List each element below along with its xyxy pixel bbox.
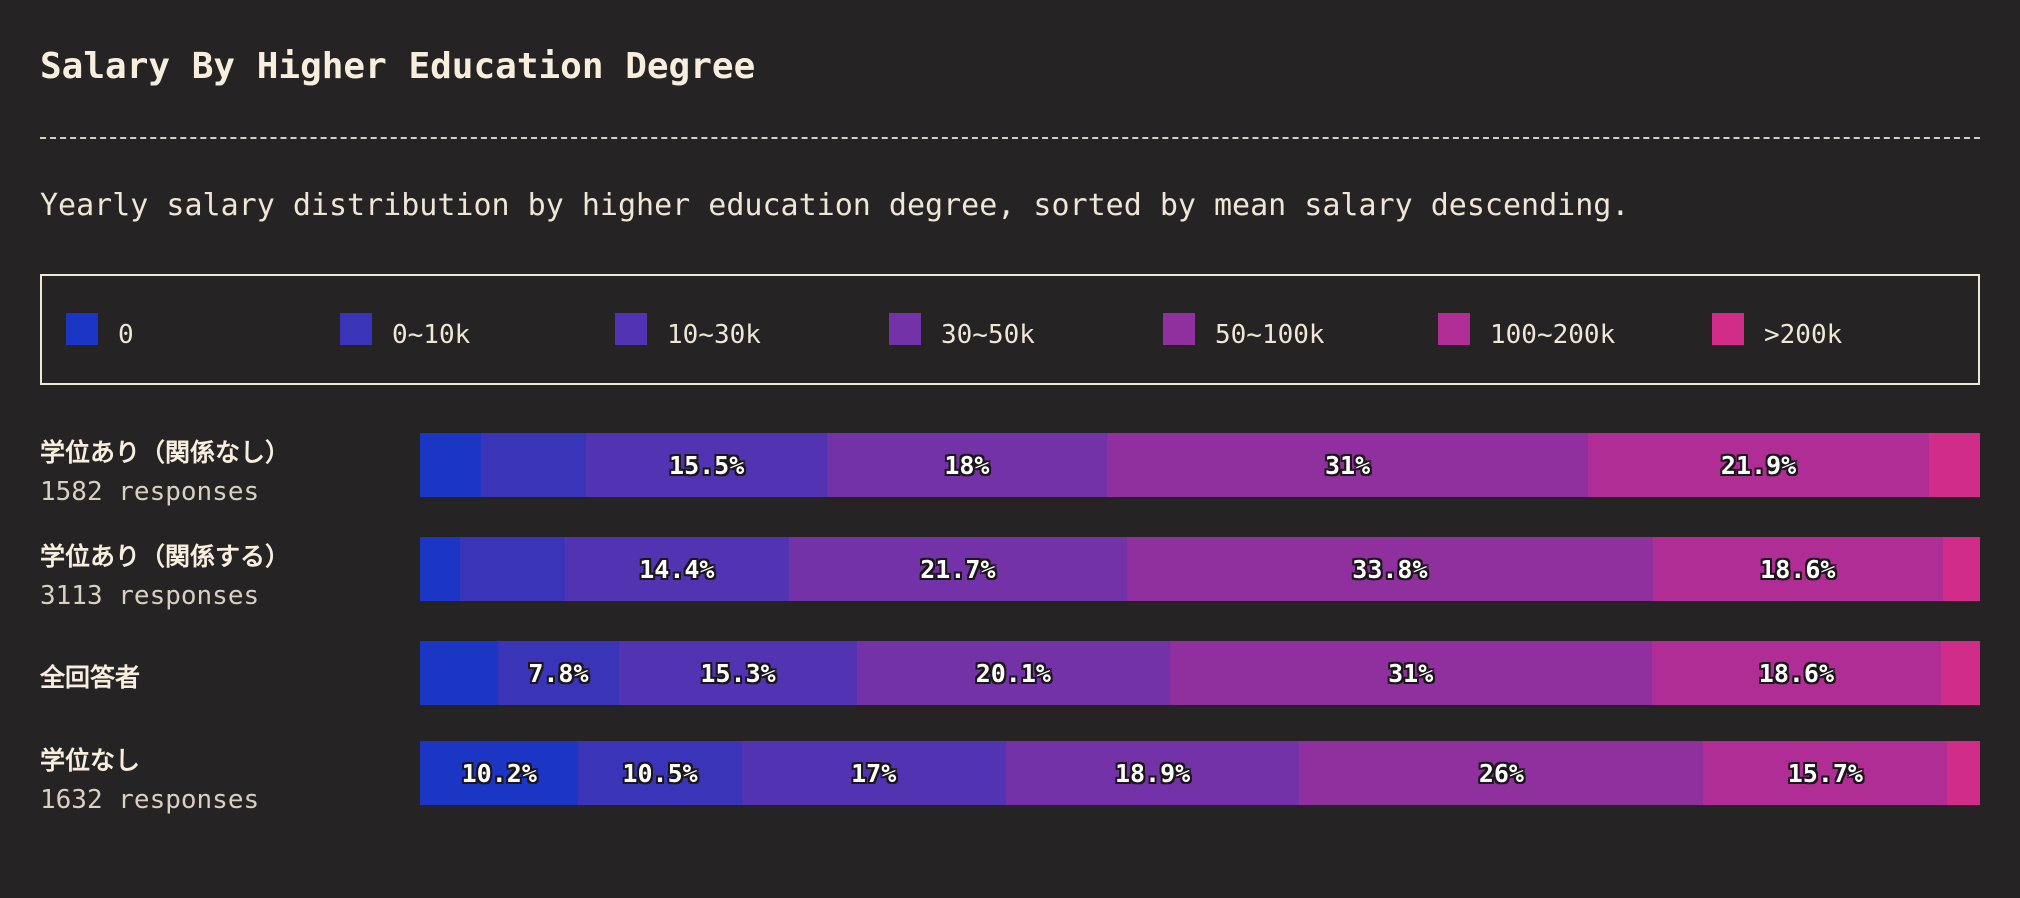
legend-label: 10~30k <box>667 320 761 350</box>
bar-segment: 20.1% <box>857 641 1170 705</box>
bar-segment-label: 18.6% <box>1760 554 1836 584</box>
bar-segment <box>420 641 498 705</box>
legend-label: 0 <box>118 320 134 350</box>
legend-item: 30~50k <box>889 312 1035 350</box>
legend-swatch <box>615 313 647 345</box>
chart-title: Salary By Higher Education Degree <box>40 46 756 87</box>
stacked-bar: 14.4% 21.7% 33.8% 18.6% <box>420 537 1980 601</box>
legend-swatch <box>889 313 921 345</box>
bar-segment-label: 18% <box>944 450 990 480</box>
chart-subtitle: Yearly salary distribution by higher edu… <box>40 188 1630 223</box>
stacked-bar: 7.8% 15.3% 20.1% 31% 18.6% <box>420 641 1980 705</box>
legend-swatch <box>66 313 98 345</box>
legend-item: 100~200k <box>1438 312 1615 350</box>
row-name: 学位あり（関係する） <box>40 542 291 571</box>
bar-segment: 21.9% <box>1588 433 1929 497</box>
bar-segment-label: 17% <box>851 758 897 788</box>
bar-segment-label: 26% <box>1478 758 1524 788</box>
bar-segment-label: 21.7% <box>920 554 996 584</box>
bar-segment: 14.4% <box>564 537 789 601</box>
bar-segment-label: 20.1% <box>975 658 1051 688</box>
legend-item: >200k <box>1712 312 1842 350</box>
bar-segment <box>1928 433 1980 497</box>
bar-segment <box>1942 537 1980 601</box>
legend-label: 0~10k <box>392 320 471 350</box>
legend-swatch <box>1712 313 1744 345</box>
bar-segment <box>1947 741 1980 805</box>
bar-segment: 7.8% <box>497 641 620 705</box>
bar-segment: 10.5% <box>578 741 742 805</box>
legend-item: 10~30k <box>615 312 761 350</box>
dashed-divider <box>40 137 1980 139</box>
bar-segment: 31% <box>1106 433 1589 497</box>
bar-segment-label: 18.6% <box>1758 658 1835 688</box>
legend-item: 50~100k <box>1163 312 1325 350</box>
row-response-count: 1582 responses <box>40 477 260 507</box>
stacked-bar: 15.5% 18% 31% 21.9% <box>420 433 1980 497</box>
row-label: 学位なし 1632 responses <box>40 741 259 815</box>
bar-segment-label: 33.8% <box>1352 554 1428 584</box>
legend-item: 0~10k <box>340 312 470 350</box>
stacked-bar: 10.2% 10.5% 17% 18.9% 26% 15.7% <box>420 741 1980 805</box>
bar-segment: 31% <box>1169 641 1652 705</box>
legend-item: 0 <box>66 312 134 350</box>
bar-segment <box>460 537 565 601</box>
legend-label: >200k <box>1764 320 1843 350</box>
row-name: 学位あり（関係なし） <box>40 438 291 467</box>
bar-segment-label: 7.8% <box>528 658 589 688</box>
legend-label: 30~50k <box>941 320 1035 350</box>
row-label: 学位あり（関係なし） 1582 responses <box>40 433 290 507</box>
row-label: 全回答者 <box>40 658 140 694</box>
chart-legend: 0 0~10k 10~30k 30~50k 50~100k 100~200k >200k <box>40 274 1980 385</box>
bar-segment: 10.2% <box>420 741 579 805</box>
bar-segment-label: 21.9% <box>1720 450 1797 480</box>
bar-segment-label: 10.5% <box>622 758 698 788</box>
bar-segment: 15.5% <box>586 433 828 497</box>
bar-segment: 18.6% <box>1653 537 1943 601</box>
bar-segment: 18.6% <box>1651 641 1942 705</box>
bar-segment <box>420 537 461 601</box>
bar-segment-label: 31% <box>1325 450 1371 480</box>
bar-segment: 26% <box>1299 741 1704 805</box>
bar-segment: 15.3% <box>619 641 858 705</box>
bar-segment: 33.8% <box>1126 537 1654 601</box>
bar-segment: 15.7% <box>1703 741 1948 805</box>
legend-label: 50~100k <box>1215 320 1325 350</box>
bar-segment <box>1941 641 1980 705</box>
row-name: 全回答者 <box>40 663 141 692</box>
row-response-count: 3113 responses <box>40 581 260 611</box>
bar-segment-label: 15.3% <box>700 658 776 688</box>
row-name: 学位なし <box>40 746 141 775</box>
bar-segment: 17% <box>741 741 1006 805</box>
row-label: 学位あり（関係する） 3113 responses <box>40 537 290 611</box>
row-response-count: 1632 responses <box>40 785 260 815</box>
legend-swatch <box>1438 313 1470 345</box>
bar-segment <box>480 433 587 497</box>
legend-swatch <box>1163 313 1195 345</box>
bar-segment-label: 18.9% <box>1114 758 1191 788</box>
legend-swatch <box>340 313 372 345</box>
bar-segment: 18% <box>827 433 1107 497</box>
bar-segment-label: 14.4% <box>639 554 715 584</box>
bar-segment <box>420 433 481 497</box>
bar-segment: 18.9% <box>1005 741 1300 805</box>
legend-label: 100~200k <box>1490 320 1616 350</box>
bar-segment-label: 15.7% <box>1787 758 1863 788</box>
bar-segment: 21.7% <box>788 537 1127 601</box>
bar-segment-label: 10.2% <box>461 758 537 788</box>
bar-segment-label: 31% <box>1388 658 1434 688</box>
bar-segment-label: 15.5% <box>669 450 745 480</box>
